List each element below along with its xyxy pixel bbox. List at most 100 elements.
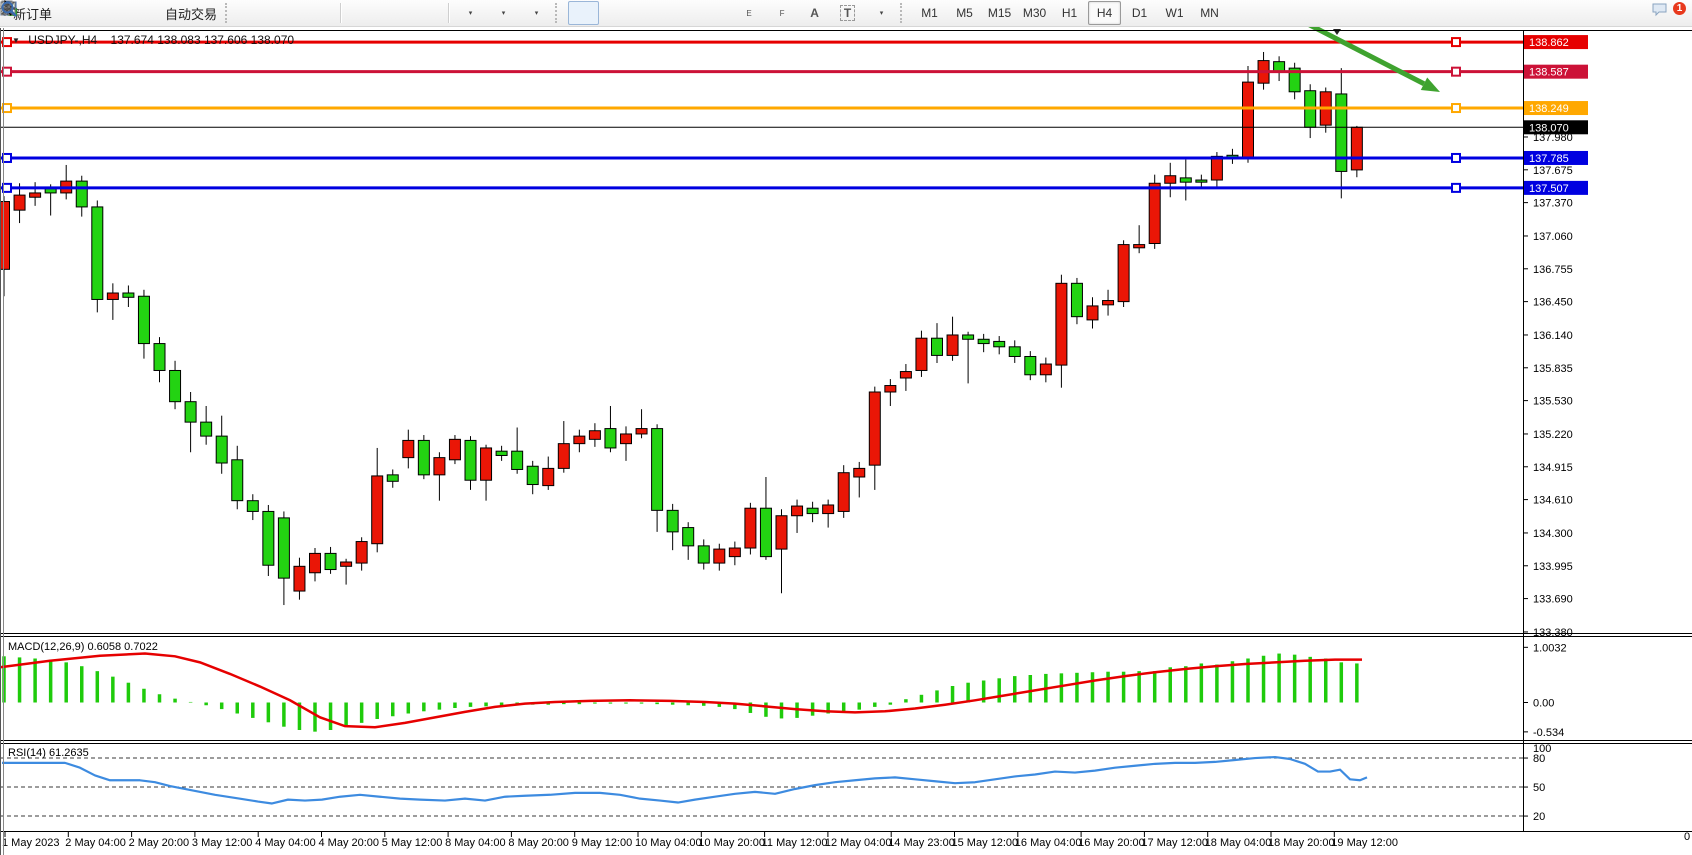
candlestick-chart-button[interactable] xyxy=(2,1,302,25)
candle-body[interactable] xyxy=(122,292,135,298)
candle-body[interactable] xyxy=(324,552,337,571)
market-button[interactable] xyxy=(0,1,89,25)
candle-body[interactable] xyxy=(682,527,695,547)
indicators-button[interactable]: ▾ xyxy=(0,1,485,25)
candle-body[interactable] xyxy=(744,507,757,549)
candle-body[interactable] xyxy=(1086,305,1099,321)
trendline-button[interactable] xyxy=(1,1,731,25)
candle-body[interactable] xyxy=(511,450,524,470)
candle-body[interactable] xyxy=(1164,175,1177,184)
candle-body[interactable] xyxy=(137,295,150,345)
collapse-triangle-icon[interactable]: ▼ xyxy=(12,36,20,45)
hline-handle[interactable] xyxy=(2,37,12,48)
candle-body[interactable] xyxy=(588,430,601,440)
line-chart-button[interactable] xyxy=(0,1,335,25)
search-button[interactable] xyxy=(1,1,1649,25)
hline-handle[interactable] xyxy=(2,103,12,114)
candle-body[interactable] xyxy=(604,428,617,449)
community-button[interactable] xyxy=(0,1,122,25)
candle-body[interactable] xyxy=(1179,177,1192,183)
candle-body[interactable] xyxy=(464,439,477,481)
candle-body[interactable] xyxy=(448,438,461,461)
hline-handle[interactable] xyxy=(1451,66,1461,77)
timeframe-mn-button[interactable]: MN xyxy=(1200,6,1219,20)
candle-body[interactable] xyxy=(0,201,10,270)
candle-body[interactable] xyxy=(837,472,850,512)
candle-body[interactable] xyxy=(1039,363,1052,376)
hline-handle[interactable] xyxy=(1451,103,1461,114)
candle-body[interactable] xyxy=(246,500,259,512)
candle-body[interactable] xyxy=(293,565,306,592)
timeframe-m30-button[interactable]: M30 xyxy=(1022,6,1047,20)
candle-body[interactable] xyxy=(1070,282,1083,318)
candle-body[interactable] xyxy=(309,552,321,574)
candle-body[interactable] xyxy=(1242,81,1254,158)
candle-body[interactable] xyxy=(1102,300,1115,306)
candle-body[interactable] xyxy=(262,510,275,566)
candle-body[interactable] xyxy=(106,292,119,300)
candle-body[interactable] xyxy=(1350,126,1363,171)
trend-arrow-head[interactable] xyxy=(1420,77,1440,92)
periods-button[interactable]: ▾ xyxy=(0,0,518,25)
candle-body[interactable] xyxy=(822,504,835,515)
candle-body[interactable] xyxy=(993,340,1006,348)
candle-body[interactable] xyxy=(91,206,104,300)
candle-body[interactable] xyxy=(1210,155,1223,181)
candle-body[interactable] xyxy=(1148,182,1161,245)
candle-body[interactable] xyxy=(884,385,897,393)
candle-body[interactable] xyxy=(868,391,881,466)
timeframe-m15-button[interactable]: M15 xyxy=(987,6,1012,20)
templates-button[interactable]: ▾ xyxy=(0,1,551,25)
candle-body[interactable] xyxy=(977,338,990,345)
candle-body[interactable] xyxy=(542,467,555,487)
hline-handle[interactable] xyxy=(1451,37,1461,48)
candle-body[interactable] xyxy=(635,428,648,435)
equidistant-channel-button[interactable]: E xyxy=(0,1,764,25)
fibonacci-button[interactable]: F xyxy=(1,1,797,25)
timeframe-m5-button[interactable]: M5 xyxy=(956,6,973,20)
bar-chart-button[interactable] xyxy=(2,1,269,25)
hline-handle[interactable] xyxy=(1451,152,1461,163)
candle-body[interactable] xyxy=(340,561,353,567)
timeframe-d1-button[interactable]: D1 xyxy=(1131,6,1148,20)
candle-body[interactable] xyxy=(231,459,244,502)
tile-windows-button[interactable] xyxy=(0,1,443,25)
candle-body[interactable] xyxy=(355,541,368,564)
candle-body[interactable] xyxy=(75,180,88,208)
candle-body[interactable] xyxy=(759,507,772,558)
chat-button[interactable]: 1 xyxy=(1651,0,1687,26)
text-button[interactable]: A xyxy=(799,1,830,25)
candle-body[interactable] xyxy=(728,547,741,558)
candle-body[interactable] xyxy=(697,545,710,564)
candle-body[interactable] xyxy=(1133,244,1146,249)
candle-body[interactable] xyxy=(931,337,943,356)
candle-body[interactable] xyxy=(946,334,959,356)
signals-button[interactable] xyxy=(1,1,155,25)
candle-body[interactable] xyxy=(666,509,679,533)
candle-body[interactable] xyxy=(806,507,819,515)
candle-body[interactable] xyxy=(215,435,228,464)
candle-body[interactable] xyxy=(1335,93,1348,172)
candle-body[interactable] xyxy=(495,450,508,456)
zoom-in-button[interactable] xyxy=(1,1,377,25)
timeframe-w1-button[interactable]: W1 xyxy=(1165,6,1184,20)
candle-body[interactable] xyxy=(371,475,384,545)
candle-body[interactable] xyxy=(1008,346,1021,357)
hline-handle[interactable] xyxy=(2,182,12,193)
candle-body[interactable] xyxy=(386,474,399,482)
candle-body[interactable] xyxy=(13,194,26,211)
candle-body[interactable] xyxy=(402,439,415,459)
candle-body[interactable] xyxy=(1288,67,1301,93)
candle-body[interactable] xyxy=(1117,244,1130,303)
candle-body[interactable] xyxy=(651,428,664,511)
candle-body[interactable] xyxy=(962,334,975,340)
horizontal-line-button[interactable] xyxy=(2,1,698,25)
candle-body[interactable] xyxy=(480,447,493,481)
candle-body[interactable] xyxy=(169,369,182,403)
zoom-out-button[interactable] xyxy=(1,1,410,25)
hline-handle[interactable] xyxy=(1451,182,1461,193)
trend-arrow-shaft[interactable] xyxy=(1300,18,1426,86)
timeframe-h4-button[interactable]: H4 xyxy=(1088,1,1122,25)
candle-body[interactable] xyxy=(1195,179,1208,183)
candle-body[interactable] xyxy=(277,517,290,579)
